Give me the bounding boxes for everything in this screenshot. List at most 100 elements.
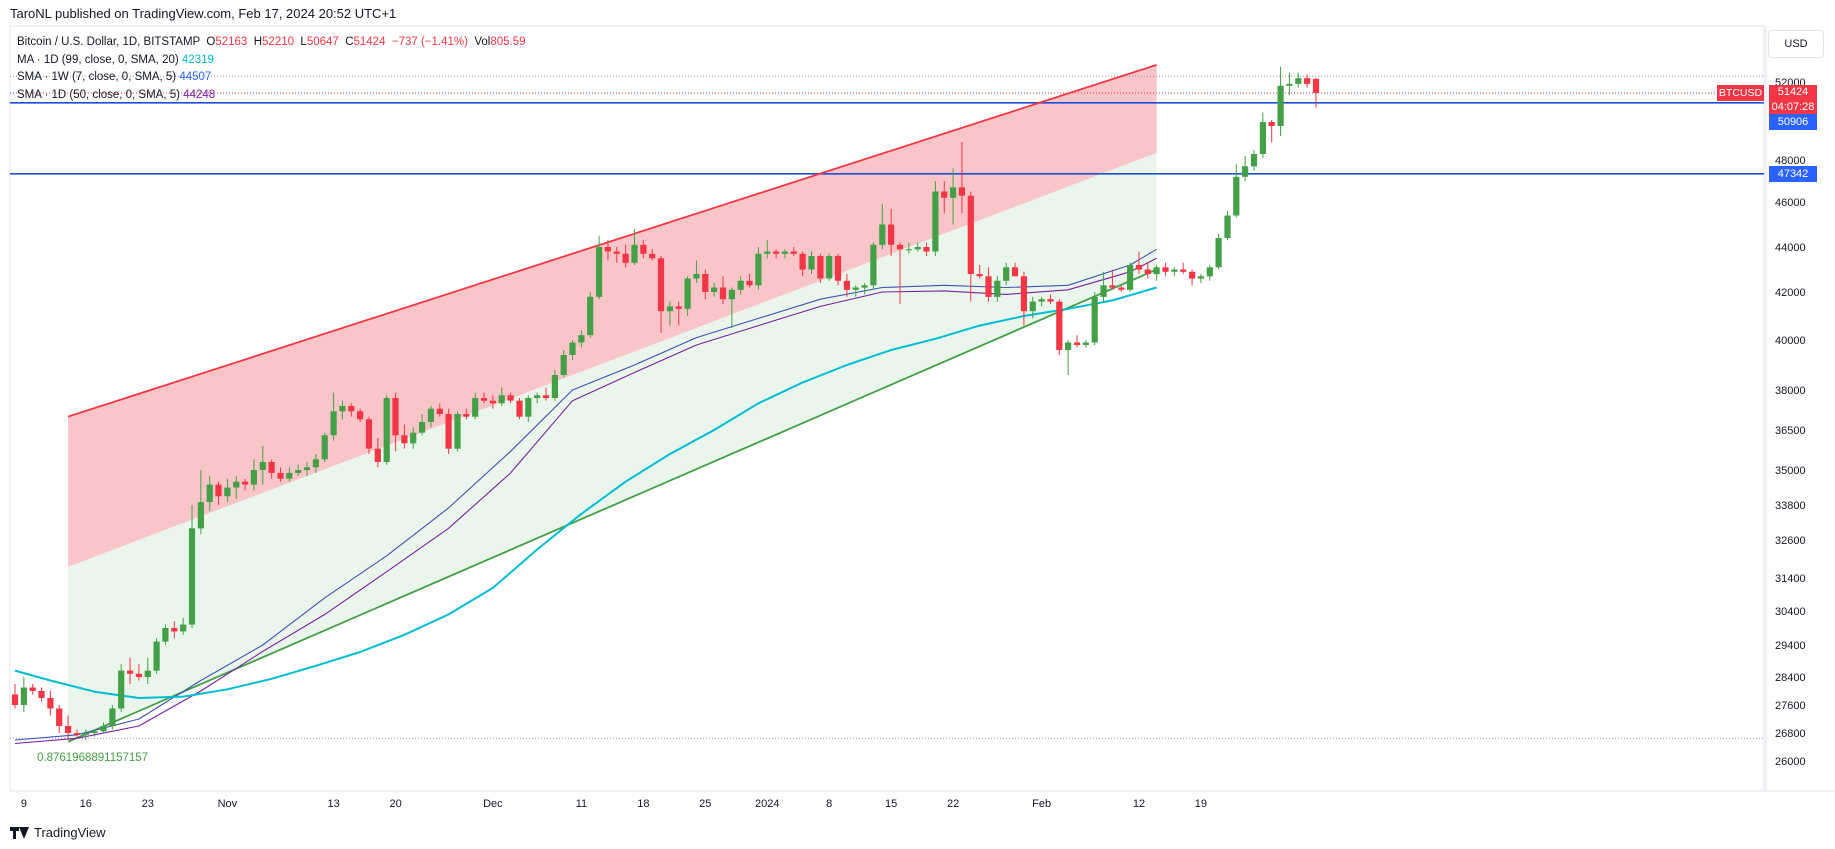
candle-body[interactable] xyxy=(135,673,142,677)
channel-top-line[interactable] xyxy=(67,64,1157,418)
candle-body[interactable] xyxy=(357,411,364,420)
candle-body[interactable] xyxy=(29,687,36,692)
candle-body[interactable] xyxy=(427,408,434,422)
candle-body[interactable] xyxy=(1153,267,1160,275)
candle-body[interactable] xyxy=(1304,78,1311,84)
candle-body[interactable] xyxy=(737,280,744,290)
candle-body[interactable] xyxy=(879,224,886,245)
candle-body[interactable] xyxy=(657,258,665,312)
candle-body[interactable] xyxy=(958,187,965,196)
candle-body[interactable] xyxy=(649,253,656,259)
candle-body[interactable] xyxy=(410,432,417,444)
candle-body[interactable] xyxy=(171,628,178,632)
candle-body[interactable] xyxy=(808,256,815,270)
candle-body[interactable] xyxy=(1100,285,1107,297)
candle-body[interactable] xyxy=(905,249,912,251)
candle-body[interactable] xyxy=(47,698,54,709)
candle-body[interactable] xyxy=(1295,78,1302,84)
candle-body[interactable] xyxy=(542,395,550,398)
candle-body[interactable] xyxy=(233,481,240,488)
candle-body[interactable] xyxy=(118,670,125,709)
candle-body[interactable] xyxy=(1135,265,1143,270)
candle-body[interactable] xyxy=(82,733,89,735)
candle-body[interactable] xyxy=(1118,287,1125,290)
candle-body[interactable] xyxy=(1180,269,1187,272)
candle-body[interactable] xyxy=(65,726,72,733)
candle-body[interactable] xyxy=(799,253,806,270)
candle-body[interactable] xyxy=(525,398,532,417)
candle-body[interactable] xyxy=(631,244,638,263)
candle-body[interactable] xyxy=(702,274,709,292)
candle-body[interactable] xyxy=(1224,215,1231,239)
candle-body[interactable] xyxy=(1020,276,1027,312)
candle-body[interactable] xyxy=(1197,276,1204,279)
candle-body[interactable] xyxy=(100,726,107,732)
ma99-line[interactable] xyxy=(14,286,1157,699)
candle-body[interactable] xyxy=(480,398,488,401)
candle-body[interactable] xyxy=(445,414,452,449)
candle-body[interactable] xyxy=(719,287,727,300)
candle-body[interactable] xyxy=(365,419,373,449)
candle-body[interactable] xyxy=(1003,267,1010,281)
candle-body[interactable] xyxy=(640,244,647,254)
candle-body[interactable] xyxy=(932,191,939,252)
candle-body[interactable] xyxy=(675,306,682,309)
candle-body[interactable] xyxy=(1286,83,1293,86)
candle-body[interactable] xyxy=(817,256,824,279)
candle-body[interactable] xyxy=(826,256,833,279)
candle-body[interactable] xyxy=(746,280,753,286)
candle-body[interactable] xyxy=(268,462,275,473)
candle-body[interactable] xyxy=(781,251,788,254)
candle-body[interactable] xyxy=(1268,122,1275,126)
candle-body[interactable] xyxy=(1011,267,1019,277)
candle-body[interactable] xyxy=(1250,154,1258,167)
candle-body[interactable] xyxy=(728,289,735,300)
candle-body[interactable] xyxy=(162,628,169,642)
currency-button[interactable]: USD xyxy=(1768,30,1824,58)
candle-body[interactable] xyxy=(419,422,426,433)
candle-body[interactable] xyxy=(1206,267,1213,277)
candle-body[interactable] xyxy=(153,641,160,671)
candle-body[interactable] xyxy=(693,274,700,279)
candle-body[interactable] xyxy=(1144,269,1151,275)
candle-body[interactable] xyxy=(463,414,470,417)
candle-body[interactable] xyxy=(206,484,213,503)
candle-body[interactable] xyxy=(852,287,859,290)
candle-body[interactable] xyxy=(950,187,957,198)
candle-body[interactable] xyxy=(516,400,523,417)
candle-body[interactable] xyxy=(967,195,974,274)
candle-body[interactable] xyxy=(1312,78,1320,93)
candle-body[interactable] xyxy=(374,448,381,462)
candle-body[interactable] xyxy=(596,247,603,297)
candle-body[interactable] xyxy=(1277,85,1284,126)
candle-body[interactable] xyxy=(569,342,576,356)
candle-body[interactable] xyxy=(560,355,567,375)
candle-body[interactable] xyxy=(295,470,302,473)
candle-body[interactable] xyxy=(1259,122,1266,154)
candle-body[interactable] xyxy=(1233,176,1240,216)
candle-body[interactable] xyxy=(551,375,558,398)
candle-body[interactable] xyxy=(755,253,762,286)
candle-body[interactable] xyxy=(1242,166,1249,177)
candle-body[interactable] xyxy=(1189,271,1196,279)
candle-body[interactable] xyxy=(1047,299,1054,302)
candle-body[interactable] xyxy=(994,280,1001,297)
candle-body[interactable] xyxy=(1038,299,1045,302)
candle-body[interactable] xyxy=(534,395,541,398)
indicator-row-ma99[interactable]: MA · 1D (99, close, 0, SMA, 20) 42319 xyxy=(17,52,526,70)
candle-body[interactable] xyxy=(773,251,780,254)
candle-body[interactable] xyxy=(1073,342,1081,346)
candle-body[interactable] xyxy=(277,472,284,479)
candle-body[interactable] xyxy=(109,708,116,727)
candle-body[interactable] xyxy=(1162,267,1169,272)
candle-body[interactable] xyxy=(896,244,904,250)
candle-body[interactable] xyxy=(923,247,930,252)
candle-body[interactable] xyxy=(578,335,585,343)
candle-body[interactable] xyxy=(489,400,496,404)
candle-body[interactable] xyxy=(339,406,346,412)
candle-body[interactable] xyxy=(1215,238,1222,268)
candle-body[interactable] xyxy=(38,691,45,698)
support-trend-line[interactable] xyxy=(67,268,1158,743)
candle-body[interactable] xyxy=(312,459,319,468)
candle-body[interactable] xyxy=(286,472,293,479)
